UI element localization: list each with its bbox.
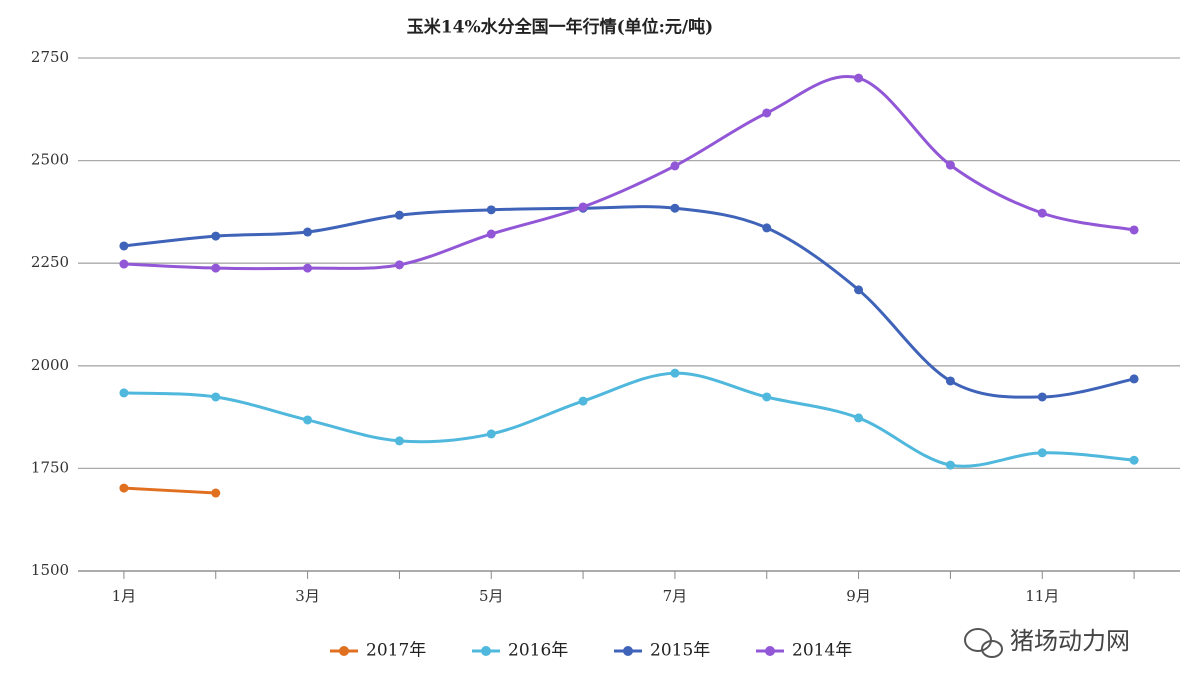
- point: [486, 429, 496, 439]
- point: [578, 202, 588, 212]
- legend-label: 2017年: [366, 641, 426, 661]
- point: [211, 263, 221, 273]
- series-line: [123, 75, 1135, 271]
- x-tick-label: 5月: [479, 587, 504, 605]
- y-tick-label: 2500: [31, 151, 69, 169]
- point: [1129, 374, 1139, 384]
- point: [303, 263, 313, 273]
- x-tick-label: 3月: [295, 587, 320, 605]
- point: [211, 231, 221, 241]
- point: [1037, 448, 1047, 458]
- point: [945, 376, 955, 386]
- point: [945, 160, 955, 170]
- point: [762, 108, 772, 118]
- point: [670, 203, 680, 213]
- x-tick-label: 11月: [1025, 587, 1059, 605]
- point: [1037, 392, 1047, 402]
- series-line: [123, 205, 1135, 399]
- point: [119, 259, 129, 269]
- chart-title: 玉米14%水分全国一年行情(单位:元/吨): [407, 17, 713, 38]
- legend-label: 2015年: [650, 641, 710, 661]
- point: [303, 227, 313, 237]
- x-tick-label: 1月: [112, 587, 137, 605]
- y-tick-label: 1750: [31, 458, 69, 476]
- legend-marker: [339, 646, 349, 656]
- legend-marker: [481, 646, 491, 656]
- point: [394, 210, 404, 220]
- point: [303, 415, 313, 425]
- point: [486, 205, 496, 215]
- point: [394, 260, 404, 270]
- point: [211, 392, 221, 402]
- watermark: 猪场动力网: [1010, 627, 1130, 655]
- point: [119, 241, 129, 251]
- point: [119, 483, 129, 493]
- y-tick-label: 2000: [31, 356, 69, 374]
- point: [1129, 225, 1139, 235]
- series-line: [123, 486, 216, 495]
- watermark-icon: [964, 628, 1003, 658]
- point: [762, 223, 772, 233]
- legend-label: 2014年: [792, 641, 852, 661]
- point: [945, 460, 955, 470]
- legend-marker: [623, 646, 633, 656]
- point: [762, 392, 772, 402]
- point: [854, 73, 864, 83]
- point: [670, 161, 680, 171]
- legend-label: 2016年: [508, 641, 568, 661]
- point: [1129, 455, 1139, 465]
- y-tick-label: 1500: [31, 561, 69, 579]
- point: [394, 436, 404, 446]
- legend-marker: [765, 646, 775, 656]
- y-tick-label: 2250: [31, 253, 69, 271]
- x-tick-label: 9月: [846, 587, 871, 605]
- y-tick-label: 2750: [31, 48, 69, 66]
- point: [486, 229, 496, 239]
- point: [578, 396, 588, 406]
- point: [211, 488, 221, 498]
- x-tick-label: 7月: [663, 587, 688, 605]
- point: [854, 413, 864, 423]
- point: [1037, 208, 1047, 218]
- point: [670, 368, 680, 378]
- point: [119, 388, 129, 398]
- series-line: [123, 371, 1135, 468]
- point: [854, 285, 864, 295]
